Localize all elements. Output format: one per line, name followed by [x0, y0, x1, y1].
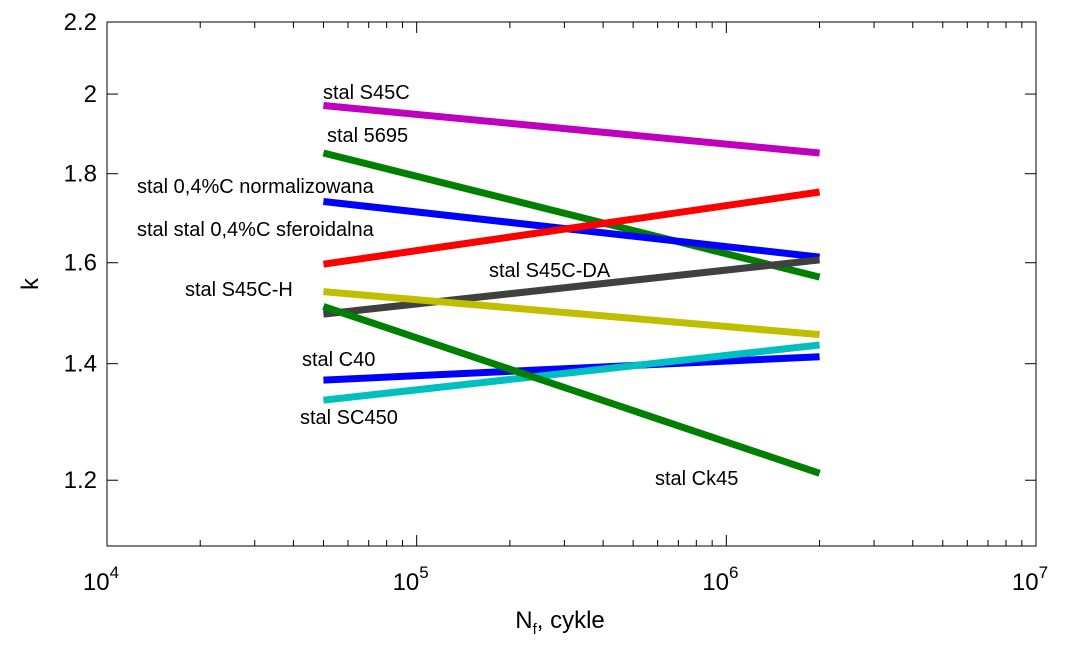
series-label: stal 0,4%C normalizowana — [137, 176, 375, 198]
x-axis-title-main: N — [515, 607, 532, 634]
x-tick-label: 107 — [1012, 563, 1048, 596]
series-label: stal S45C-DA — [489, 260, 611, 282]
major-ticks — [106, 21, 1037, 546]
y-tick-label: 2 — [84, 81, 97, 108]
x-tick-label: 104 — [83, 563, 119, 596]
series-label: stal Ck45 — [655, 468, 738, 490]
x-tick-label: 105 — [393, 563, 429, 596]
x-axis-title-rest: , cykle — [537, 607, 605, 634]
series-line — [323, 102, 820, 157]
series-labels: stal S45C stal 5695 stal 0,4%C normalizowa… — [137, 82, 738, 490]
y-tick-label: 1.6 — [64, 250, 97, 277]
minor-ticks — [199, 22, 1023, 546]
series-line — [322, 149, 821, 281]
series-line — [322, 188, 821, 268]
x-axis-title: Nf, cykle — [515, 607, 605, 638]
series-label: stal C40 — [302, 349, 375, 371]
series-line — [323, 341, 820, 404]
series-line — [323, 288, 820, 339]
series-label: stal S45C — [323, 82, 410, 104]
tick-labels: 104 105 106 107 1.2 1.4 1.6 1.8 2 2.2 — [64, 9, 1048, 596]
series-label: stal 5695 — [327, 125, 408, 147]
x-axis-title-sub: f — [533, 621, 538, 638]
y-tick-label: 1.8 — [64, 161, 97, 188]
y-tick-label: 1.4 — [64, 351, 97, 378]
series-line — [322, 303, 821, 477]
y-tick-label: 2.2 — [64, 9, 97, 36]
series-line — [323, 353, 820, 384]
y-axis-title: k — [17, 277, 44, 290]
series-label: stal S45C-H — [185, 279, 293, 301]
series-label: stal stal 0,4%C sferoidalna — [137, 219, 375, 241]
series-line — [323, 256, 820, 318]
y-tick-label: 1.2 — [64, 467, 97, 494]
series-label: stal SC450 — [300, 407, 398, 429]
x-tick-label: 106 — [702, 563, 738, 596]
series-lines — [322, 102, 821, 477]
